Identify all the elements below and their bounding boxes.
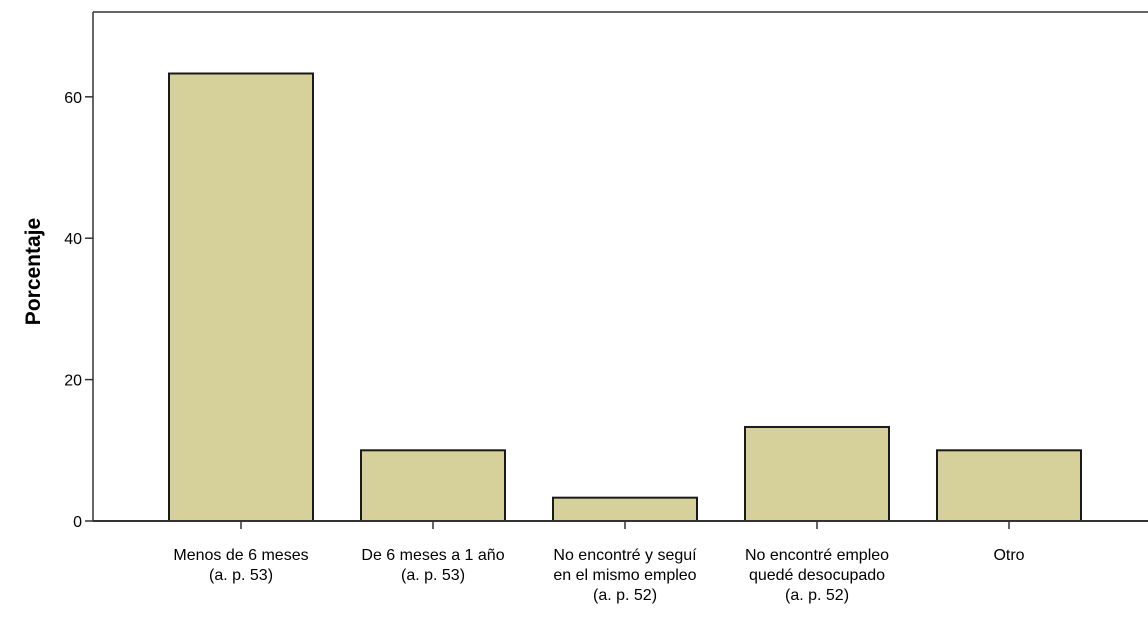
- x-tick-label: No encontré y seguí en el mismo empleo (a.…: [553, 547, 697, 604]
- x-tick-label-line: (a. p. 53): [401, 567, 465, 584]
- y-tick-label: 40: [64, 231, 82, 248]
- bar: [360, 449, 506, 522]
- x-tick-label: Menos de 6 meses (a. p. 53): [173, 547, 308, 584]
- x-tick-label-line: Otro: [993, 547, 1024, 564]
- x-tick-label: No encontré empleo quedé desocupado (a. p.…: [745, 547, 889, 604]
- x-tick-label: Otro: [993, 547, 1024, 564]
- x-tick-label-line: en el mismo empleo: [553, 567, 696, 584]
- bar: [744, 425, 890, 522]
- x-tick-label-line: (a. p. 52): [785, 587, 849, 604]
- y-axis-label: Porcentaje: [22, 218, 45, 325]
- x-tick-label-line: quedé desocupado: [749, 567, 885, 584]
- bar: [168, 72, 314, 522]
- y-tick-label: 20: [64, 373, 82, 390]
- x-tick-label-line: (a. p. 53): [209, 567, 273, 584]
- x-tick-label-line: De 6 meses a 1 año: [361, 547, 504, 564]
- x-tick-label-line: Menos de 6 meses: [173, 547, 308, 564]
- x-tick-label-line: No encontré y seguí: [553, 547, 697, 564]
- y-tick-label: 0: [73, 514, 82, 531]
- x-tick-label-line: (a. p. 52): [593, 587, 657, 604]
- bar: [552, 496, 698, 523]
- x-tick-label-line: No encontré empleo: [745, 547, 889, 564]
- bar: [936, 449, 1082, 522]
- y-tick-label: 60: [64, 90, 82, 107]
- x-tick-label: De 6 meses a 1 año (a. p. 53): [361, 547, 504, 584]
